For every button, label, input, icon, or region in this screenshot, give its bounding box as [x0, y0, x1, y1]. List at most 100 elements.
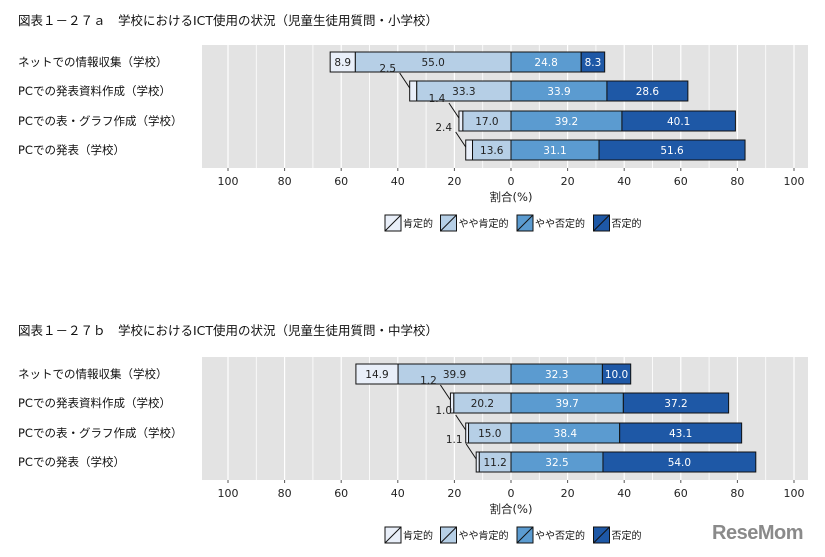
x-axis-label: 割合(%) — [490, 502, 533, 516]
legend-label: 肯定的 — [403, 217, 433, 230]
category-label: ネットでの情報収集（学校） — [18, 367, 168, 381]
data-label: 14.9 — [365, 369, 388, 381]
leader-line — [448, 102, 460, 119]
data-label: 32.5 — [545, 457, 568, 469]
tick-label: 60 — [674, 175, 688, 188]
legend-label: やや否定的 — [535, 217, 585, 230]
data-label: 10.0 — [605, 369, 628, 381]
data-label: 11.2 — [483, 457, 506, 469]
legend-swatch-diagonal — [593, 214, 610, 232]
leader-line — [440, 384, 451, 401]
bar-否定的 — [598, 139, 746, 161]
tick-label: 60 — [674, 487, 688, 500]
category-label: PCでの発表資料作成（学校） — [18, 84, 171, 98]
tick-label: 20 — [447, 487, 461, 500]
chart-b: 100 80 60 40 20 0 20 40 60 80 100 割合(%) ネットでの情報収集（学校… — [18, 357, 808, 544]
bar-肯定的 — [409, 80, 418, 102]
legend-swatch-diagonal — [516, 214, 534, 232]
data-label: 32.3 — [545, 369, 568, 381]
tick-label: 80 — [730, 175, 744, 188]
data-label: 1.1 — [446, 434, 463, 446]
data-label: 24.8 — [534, 57, 557, 69]
data-label: 15.0 — [478, 428, 501, 440]
tick-label: 40 — [617, 487, 631, 500]
data-label: 1.4 — [429, 93, 446, 105]
data-label: 39.2 — [555, 116, 578, 128]
bar-否定的 — [580, 51, 606, 73]
leader-line — [455, 414, 467, 431]
chart-a-title: 図表１－２７ａ 学校におけるICT使用の状況（児童生徒用質問・小学校） — [18, 13, 439, 28]
chart-a: 100 80 60 40 20 0 20 40 60 80 100 割合(%) ネットでの情報収集（学校… — [18, 45, 808, 232]
tick-label: 40 — [391, 175, 405, 188]
bar-否定的 — [619, 422, 743, 444]
data-label: 31.1 — [543, 145, 566, 157]
legend-label: やや否定的 — [535, 529, 585, 542]
legend-swatch-diagonal — [384, 214, 402, 232]
tick-label: 80 — [278, 487, 292, 500]
bar-否定的 — [606, 80, 689, 102]
tick-label: 60 — [334, 487, 348, 500]
legend-swatch-diagonal — [440, 214, 457, 232]
category-label: PCでの発表資料作成（学校） — [18, 396, 171, 410]
data-label: 13.6 — [480, 145, 504, 157]
legend-swatch-diagonal — [440, 526, 457, 544]
x-axis-label: 割合(%) — [490, 190, 533, 204]
category-label: PCでの表・グラフ作成（学校） — [18, 426, 182, 440]
bar-否定的 — [601, 363, 632, 385]
category-label: PCでの発表（学校） — [18, 143, 125, 157]
chart-b-title: 図表１－２７ｂ 学校におけるICT使用の状況（児童生徒用質問・中学校） — [18, 323, 439, 338]
bar-肯定的 — [458, 110, 464, 132]
tick-label: 80 — [730, 487, 744, 500]
tick-label: 20 — [561, 175, 575, 188]
tick-label: 100 — [218, 487, 239, 500]
data-label: 43.1 — [669, 428, 692, 440]
bar-否定的 — [622, 392, 730, 414]
tick-label: 40 — [391, 487, 405, 500]
data-label: 2.4 — [435, 122, 452, 134]
data-label: 8.3 — [585, 57, 602, 69]
data-label: 39.9 — [443, 369, 466, 381]
resemom-logo: ReseMom — [712, 522, 803, 544]
data-label: 39.7 — [555, 398, 578, 410]
legend-label: 否定的 — [612, 217, 642, 230]
data-label: 33.9 — [547, 86, 570, 98]
data-label: 33.3 — [452, 86, 475, 98]
data-label: 55.0 — [421, 57, 444, 69]
data-label: 28.6 — [636, 86, 660, 98]
bar-否定的 — [602, 451, 757, 473]
category-label: PCでの表・グラフ作成（学校） — [18, 114, 182, 128]
tick-label: 40 — [617, 175, 631, 188]
data-label: 54.0 — [668, 457, 691, 469]
legend-label: 肯定的 — [403, 529, 433, 542]
data-label: 1.2 — [420, 375, 437, 387]
legend-swatch-diagonal — [593, 526, 610, 544]
tick-label: 20 — [561, 487, 575, 500]
legend-swatch-diagonal — [516, 526, 534, 544]
legend-label: やや肯定的 — [459, 529, 509, 542]
legend-swatch-diagonal — [384, 526, 402, 544]
tick-label: 100 — [218, 175, 239, 188]
tick-label: 100 — [784, 487, 805, 500]
legend-label: やや肯定的 — [459, 217, 509, 230]
tick-label: 100 — [784, 175, 805, 188]
tick-label: 0 — [508, 487, 515, 500]
data-label: 2.5 — [379, 63, 396, 75]
data-label: 20.2 — [471, 398, 494, 410]
data-label: 38.4 — [554, 428, 578, 440]
category-label: ネットでの情報収集（学校） — [18, 55, 168, 69]
category-label: PCでの発表（学校） — [18, 455, 125, 469]
data-label: 37.2 — [664, 398, 687, 410]
leader-line — [455, 131, 467, 148]
data-label: 1.0 — [435, 405, 452, 417]
tick-label: 60 — [334, 175, 348, 188]
bar-肯定的 — [465, 139, 474, 161]
leader-line — [465, 443, 477, 460]
legend-label: 否定的 — [612, 529, 642, 542]
tick-label: 80 — [278, 175, 292, 188]
bar-否定的 — [621, 110, 736, 132]
tick-label: 20 — [447, 175, 461, 188]
data-label: 8.9 — [334, 57, 351, 69]
tick-label: 0 — [508, 175, 515, 188]
data-label: 51.6 — [660, 145, 684, 157]
data-label: 17.0 — [475, 116, 498, 128]
